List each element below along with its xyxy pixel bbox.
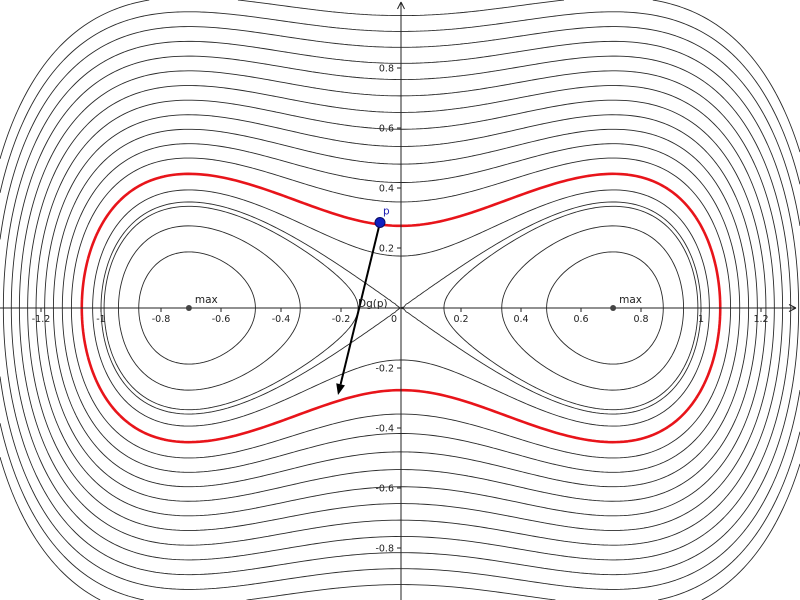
x-tick-label: -0.8 xyxy=(152,314,171,325)
level-curve xyxy=(10,55,792,561)
highlighted-level-curve-path xyxy=(80,172,722,444)
level-curve xyxy=(70,157,732,459)
level-curve xyxy=(44,114,758,502)
y-tick-label: 0.4 xyxy=(379,184,394,195)
x-tick-label: -0.6 xyxy=(212,314,231,325)
x-tick-label: -1 xyxy=(96,314,105,325)
y-tick-label: 0.2 xyxy=(379,244,394,255)
y-tick-label: 0.8 xyxy=(379,64,394,75)
gradient-vector-arrowhead-icon xyxy=(336,383,345,395)
level-curve xyxy=(52,128,750,488)
x-tick-label: -0.2 xyxy=(332,314,351,325)
level-curve xyxy=(100,201,702,415)
y-tick-label: 0.6 xyxy=(379,124,394,135)
points: max max p xyxy=(185,206,642,311)
level-curve xyxy=(0,11,800,600)
level-curve xyxy=(118,225,685,391)
y-tick-label: -0.6 xyxy=(375,484,394,495)
level-curve xyxy=(0,26,800,590)
max-point[interactable] xyxy=(185,305,192,311)
x-tick-label: 0.4 xyxy=(513,314,528,325)
gradient-vector-label: Dg(p) xyxy=(358,298,388,310)
level-curve xyxy=(27,85,775,531)
highlighted-level-curve xyxy=(80,172,722,444)
max-point-label: max xyxy=(195,294,218,306)
x-tick-label: 0.2 xyxy=(453,314,468,325)
y-tick-label: -0.8 xyxy=(375,544,394,555)
y-tick-label: -0.4 xyxy=(375,424,394,435)
max-point-label: max xyxy=(619,294,642,306)
level-curve xyxy=(103,205,699,411)
level-curve xyxy=(138,251,664,365)
level-curve xyxy=(61,143,741,473)
x-tick-label: 0 xyxy=(391,314,397,325)
x-tick-label: 0.6 xyxy=(573,314,588,325)
x-tick-label: 1.2 xyxy=(753,314,768,325)
gradient-vector-shaft xyxy=(339,222,381,385)
max-point[interactable] xyxy=(610,305,617,311)
y-axis-arrow-icon xyxy=(397,1,405,10)
level-curve xyxy=(18,70,784,546)
x-tick-label: 1 xyxy=(698,314,704,325)
gradient-vector: Dg(p) xyxy=(336,222,388,395)
level-curve xyxy=(92,189,710,427)
x-tick-label: -1.2 xyxy=(32,314,51,325)
level-curve xyxy=(35,99,767,517)
x-tick-label: -0.4 xyxy=(272,314,291,325)
x-tick-label: 0.8 xyxy=(633,314,648,325)
x-axis-arrow-icon xyxy=(788,304,797,312)
y-tick-label: -0.2 xyxy=(375,364,394,375)
point-p-label: p xyxy=(383,206,390,218)
point-p[interactable] xyxy=(374,217,386,228)
axis-ticks: -1.2 -1 -0.8 -0.6 -0.4 -0.2 0 0.2 0.4 0.6 0.8 1 1.2 0… xyxy=(32,64,769,555)
level-curve xyxy=(2,40,800,576)
